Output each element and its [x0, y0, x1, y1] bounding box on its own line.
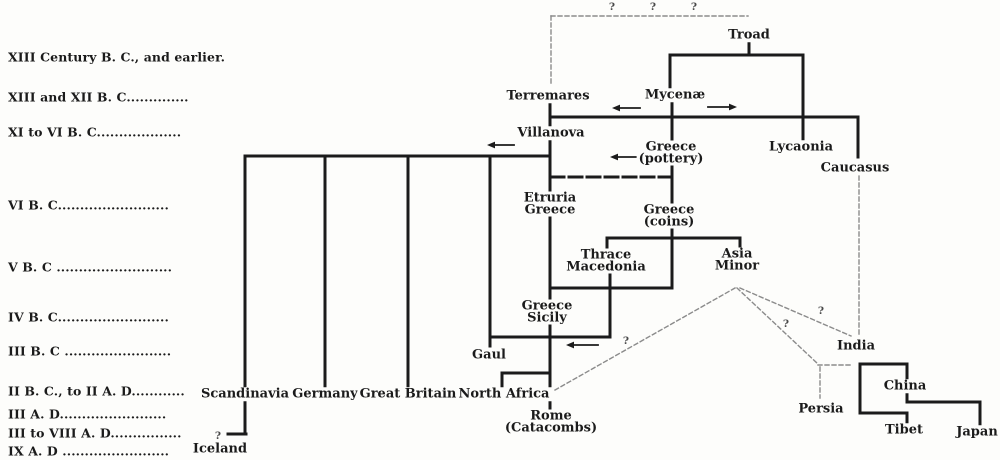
node-label-japan: Japan: [954, 425, 1000, 439]
timeline-row-label-10: IX A. D ........................: [8, 443, 170, 459]
connection-line: [554, 287, 736, 391]
arrowhead-icon: [610, 153, 618, 161]
node-label-line: Greece: [645, 139, 697, 155]
timeline-row-label-3: VI B. C.........................: [8, 197, 169, 213]
node-label-line: Scandinavia: [201, 386, 289, 402]
node-label-line: Tibet: [885, 422, 923, 438]
node-label-germany: Germany: [290, 386, 360, 402]
timeline-row-label-6: III B. C ........................: [8, 343, 172, 359]
connection-line: [739, 287, 852, 337]
timeline-row-label-8: III A. D........................: [8, 406, 167, 422]
arrowhead-icon: [566, 341, 574, 349]
arrowhead-icon: [729, 103, 737, 111]
node-label-greece-coins: Greece (coins): [641, 202, 697, 229]
node-label-line: India: [837, 338, 875, 354]
node-label-etruria-greece: Etruria Greece: [521, 190, 579, 217]
timeline-row-label-9: III to VIII A. D................: [8, 425, 182, 441]
node-label-line: Lycaonia: [768, 139, 834, 155]
node-label-line: Thrace: [580, 247, 632, 263]
node-label-asia-minor: Asia Minor: [712, 246, 762, 273]
arrowhead-icon: [487, 141, 495, 149]
node-label-line: Mycenæ: [644, 87, 706, 103]
node-label-line: Troad: [728, 27, 770, 43]
node-label-terremares: Terremares: [504, 88, 592, 104]
node-label-great-britain: Great Britain: [357, 386, 459, 402]
node-label-persia: Persia: [796, 401, 846, 417]
node-label-line: Greece: [643, 202, 695, 218]
node-label-line: Greece: [524, 202, 576, 217]
node-label-line: Villanova: [517, 125, 585, 141]
node-label-north-africa: North Africa: [456, 386, 552, 402]
solid-connection-lines: [226, 40, 982, 436]
node-label-line: Macedonia: [566, 259, 646, 274]
node-label-line: (coins): [643, 214, 695, 229]
node-label-gaul: Gaul: [470, 348, 508, 362]
node-label-greece-sicily: Greece Sicily: [519, 298, 575, 325]
node-label-line: Gaul: [472, 347, 506, 363]
node-label-line: North Africa: [458, 386, 550, 402]
node-label-line: (pottery): [638, 151, 704, 166]
timeline-row-label-7: II B. C., to II A. D............: [8, 383, 185, 399]
node-label-troad: Troad: [726, 28, 772, 42]
node-label-caucasus: Caucasus: [818, 160, 892, 176]
node-label-greece-pottery: Greece (pottery): [636, 139, 706, 166]
connection-line: [736, 287, 819, 365]
node-label-line: Persia: [798, 401, 844, 417]
timeline-row-label-0: XIII Century B. C., and earlier.: [8, 49, 226, 65]
node-label-line: Minor: [714, 258, 760, 273]
dashed-connection-lines: [550, 15, 860, 399]
node-label-tibet: Tibet: [883, 423, 925, 437]
node-label-line: Rome: [530, 408, 572, 424]
question-mark-icon: ?: [214, 430, 222, 442]
direction-arrows: [487, 103, 737, 349]
node-label-line: Japan: [956, 424, 998, 440]
node-label-lycaonia: Lycaonia: [766, 139, 836, 155]
node-label-line: Greece: [521, 298, 573, 314]
node-label-line: Iceland: [192, 441, 248, 457]
node-label-iceland: Iceland: [190, 441, 250, 457]
node-label-line: Asia: [721, 246, 753, 262]
question-mark-icon: ?: [690, 1, 698, 13]
timeline-row-label-1: XIII and XII B. C..............: [8, 89, 189, 105]
timeline-row-label-2: XI to VI B. C...................: [8, 124, 182, 140]
node-label-line: Great Britain: [359, 386, 457, 402]
node-label-line: Terremares: [506, 88, 590, 104]
node-label-mycenae: Mycenæ: [642, 87, 708, 103]
question-mark-icon: ?: [649, 1, 657, 13]
node-label-line: Etruria: [523, 190, 577, 206]
node-label-scandinavia: Scandinavia: [199, 387, 291, 401]
node-label-line: (Catacombs): [504, 420, 598, 435]
node-label-china: China: [881, 378, 929, 394]
question-mark-icon: ?: [622, 335, 630, 347]
node-label-line: China: [883, 378, 927, 394]
arrowhead-icon: [612, 104, 620, 112]
node-label-line: Germany: [292, 386, 358, 402]
node-label-rome-catacombs: Rome (Catacombs): [502, 408, 600, 435]
question-mark-icon: ?: [817, 305, 825, 317]
node-label-thrace-macedonia: Thrace Macedonia: [564, 247, 648, 274]
node-label-line: Caucasus: [820, 160, 890, 176]
node-label-india: India: [835, 339, 877, 353]
node-label-line: Sicily: [527, 310, 567, 325]
question-mark-icon: ?: [782, 318, 790, 330]
timeline-row-label-5: IV B. C.........................: [8, 309, 169, 325]
question-mark-icon: ?: [608, 1, 616, 13]
timeline-row-label-4: V B. C ..........................: [8, 259, 173, 275]
node-label-villanova: Villanova: [515, 125, 587, 141]
